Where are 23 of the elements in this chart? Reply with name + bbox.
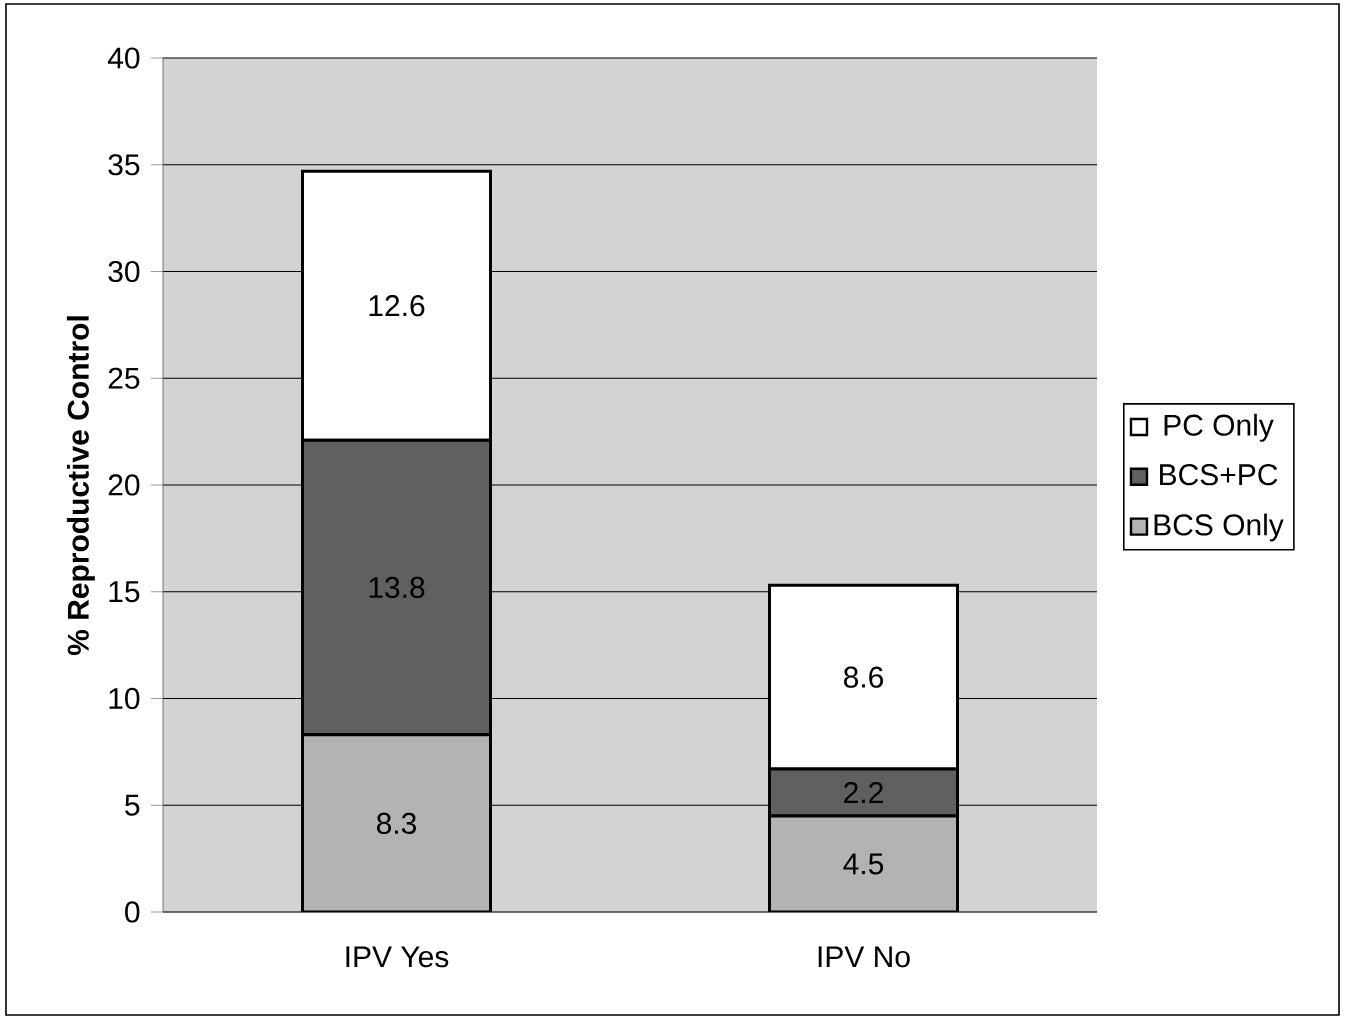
- data-label: 2.2: [844, 781, 883, 803]
- x-tick-label: IPV No: [818, 946, 910, 968]
- y-tick-label: 35: [108, 154, 140, 176]
- data-label: 8.6: [843, 666, 884, 688]
- y-tick-label: 5: [125, 794, 140, 816]
- data-label: 12.6: [369, 295, 425, 317]
- data-label: 13.8: [369, 576, 425, 599]
- y-tick-label: 10: [109, 687, 140, 710]
- y-tick-label: 30: [108, 260, 140, 283]
- bar: [768, 814, 959, 912]
- y-tick-label: 25: [108, 367, 140, 389]
- data-label: 8.3: [376, 812, 417, 835]
- y-tick-label: 15: [109, 581, 140, 603]
- y-tick-label: 0: [125, 901, 140, 923]
- data-label: 4.5: [843, 853, 884, 875]
- x-tick-label: IPV Yes: [346, 946, 449, 968]
- y-tick-label: 20: [108, 474, 140, 496]
- y-tick-label: 40: [107, 47, 140, 69]
- bar: [301, 733, 492, 912]
- legend-label: BCS Only: [1154, 513, 1284, 542]
- y-axis-title: % Reproductive Control: [66, 316, 95, 656]
- legend-label: PC Only: [1164, 413, 1274, 442]
- legend-label: BCS+PC: [1160, 464, 1278, 486]
